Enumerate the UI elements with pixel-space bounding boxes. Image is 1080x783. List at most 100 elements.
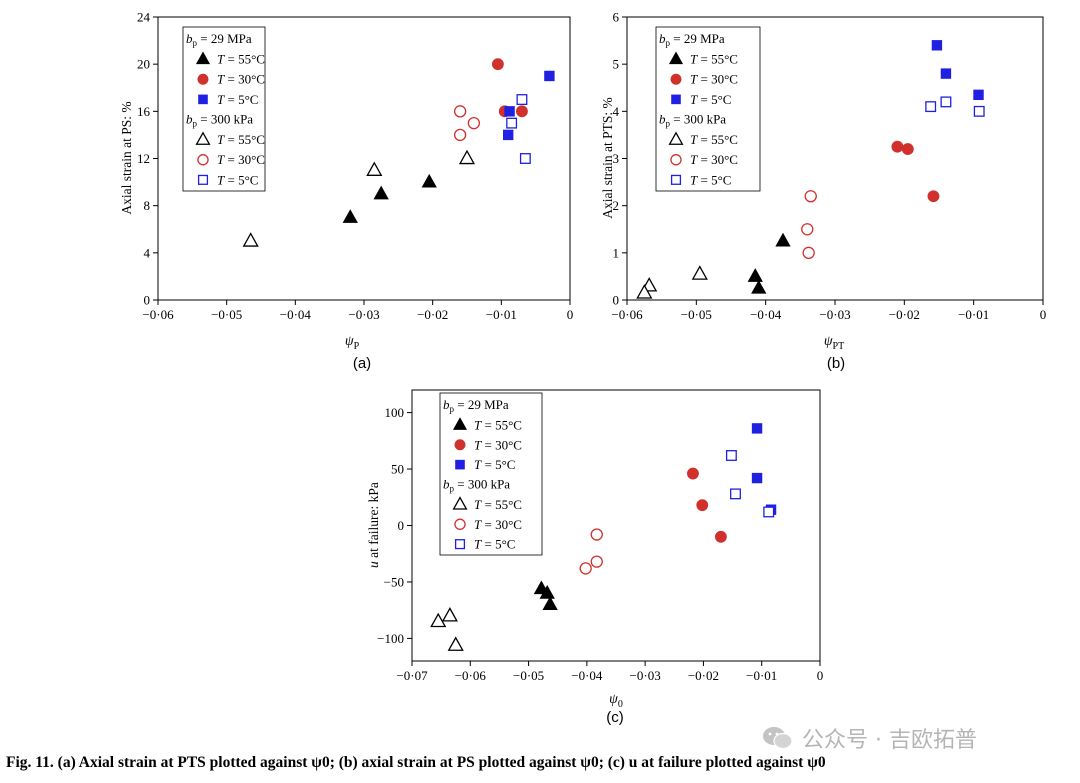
data-point bbox=[687, 467, 699, 480]
y-tick-label: 12 bbox=[137, 151, 150, 166]
legend-group-title: bp = 300 kPa bbox=[186, 111, 253, 128]
legend-marker bbox=[197, 154, 209, 166]
data-point bbox=[940, 68, 952, 79]
x-tick-label: −0·05 bbox=[513, 668, 544, 683]
data-point bbox=[590, 528, 603, 541]
y-tick-label: 24 bbox=[137, 10, 151, 25]
legend-marker bbox=[668, 131, 684, 145]
x-tick-label: −0·02 bbox=[417, 307, 448, 322]
x-tick-label: −0·06 bbox=[455, 668, 487, 683]
y-tick-label: 8 bbox=[144, 198, 151, 213]
data-point bbox=[579, 562, 592, 575]
legend: bp = 29 MPa T = 55°C T = 30°C T = 5°C bp = 3… bbox=[655, 26, 761, 192]
data-point bbox=[901, 143, 914, 155]
y-tick-label: 0 bbox=[398, 518, 405, 533]
legend-entry: T = 5°C bbox=[690, 172, 731, 187]
data-point bbox=[714, 530, 727, 543]
data-point bbox=[519, 153, 531, 164]
y-tick-label: 20 bbox=[137, 57, 150, 72]
x-tick-label: −0·02 bbox=[688, 668, 719, 683]
data-point bbox=[453, 128, 467, 142]
legend-marker bbox=[195, 51, 211, 65]
data-point bbox=[544, 70, 555, 82]
x-tick-label: −0·04 bbox=[750, 307, 782, 322]
watermark-text: 公众号 · 吉欧拓普 bbox=[802, 728, 977, 753]
data-point bbox=[373, 185, 389, 200]
data-point bbox=[491, 58, 504, 71]
data-point bbox=[751, 423, 763, 434]
legend-marker bbox=[671, 94, 681, 105]
x-tick-label: −0·03 bbox=[630, 668, 661, 683]
legend-group-title: bp = 29 MPa bbox=[443, 397, 509, 414]
data-point bbox=[802, 246, 815, 260]
legend-box bbox=[182, 26, 266, 192]
legend-group-title: bp = 29 MPa bbox=[186, 31, 252, 48]
figure-caption: Fig. 11. (a) Axial strain at PTS plotted… bbox=[6, 754, 826, 771]
y-axis-label: Axial strain at PS: % bbox=[119, 101, 134, 214]
y-tick-label: 1 bbox=[613, 245, 620, 260]
data-point bbox=[730, 488, 741, 500]
data-point bbox=[506, 117, 518, 129]
legend-entry: T = 30°C bbox=[217, 72, 265, 87]
data-point bbox=[804, 190, 817, 203]
y-tick-label: 100 bbox=[385, 405, 405, 420]
data-point bbox=[801, 223, 814, 236]
legend-marker bbox=[455, 459, 465, 470]
legend-entry: T = 55°C bbox=[217, 132, 265, 147]
x-tick-label: −0·07 bbox=[396, 668, 428, 683]
x-tick-label: 0 bbox=[567, 307, 574, 322]
legend-entry: T = 5°C bbox=[217, 92, 258, 107]
x-tick-label: −0·05 bbox=[681, 307, 712, 322]
data-point bbox=[539, 584, 555, 599]
data-point bbox=[421, 173, 437, 188]
legend-entry: T = 30°C bbox=[217, 152, 265, 167]
data-point bbox=[973, 105, 985, 117]
y-tick-label: −100 bbox=[377, 631, 404, 646]
x-tick-label: −0·01 bbox=[958, 307, 989, 322]
legend-entry: T = 55°C bbox=[474, 497, 522, 512]
legend-group-title: bp = 300 kPa bbox=[659, 111, 726, 128]
data-point bbox=[430, 612, 447, 628]
y-axis-label: u at failure: kPa bbox=[366, 482, 381, 568]
legend-entry: T = 5°C bbox=[474, 537, 515, 552]
x-axis-label: ψP bbox=[345, 334, 360, 352]
legend-entry: T = 30°C bbox=[474, 517, 522, 532]
legend-entry: T = 5°C bbox=[474, 457, 515, 472]
legend-marker bbox=[195, 131, 211, 145]
y-tick-label: 4 bbox=[144, 245, 151, 260]
data-point bbox=[751, 472, 763, 484]
data-point bbox=[751, 279, 767, 294]
legend-marker bbox=[452, 496, 468, 510]
data-point bbox=[927, 190, 940, 203]
x-tick-label: 0 bbox=[1040, 307, 1047, 322]
legend-marker bbox=[452, 417, 468, 430]
legend-marker bbox=[454, 439, 466, 451]
data-point bbox=[725, 450, 737, 461]
y-tick-label: −50 bbox=[384, 574, 404, 589]
data-point bbox=[636, 284, 653, 299]
legend-marker bbox=[454, 518, 466, 530]
legend-marker bbox=[454, 539, 466, 550]
legend-marker bbox=[670, 174, 682, 185]
x-tick-label: 0 bbox=[817, 668, 824, 683]
y-tick-label: 0 bbox=[613, 293, 620, 308]
legend-marker bbox=[670, 154, 682, 166]
y-tick-label: 50 bbox=[391, 462, 404, 477]
y-tick-label: 4 bbox=[613, 104, 620, 119]
legend-group-title: bp = 300 kPa bbox=[443, 477, 510, 494]
wechat-icon bbox=[763, 727, 793, 750]
chart-panel-3: −0·07 −0·06 −0·05 −0·04 −0·03 −0·02 −0·01 0 −100… bbox=[366, 389, 824, 726]
data-point bbox=[366, 161, 383, 176]
legend-marker bbox=[198, 94, 208, 105]
data-point bbox=[458, 149, 476, 165]
x-tick-label: −0·03 bbox=[819, 307, 850, 322]
panel-label: (c) bbox=[606, 709, 624, 726]
legend-entry: T = 55°C bbox=[217, 52, 265, 67]
legend: bp = 29 MPa T = 55°C T = 30°C T = 5°C bp = 3… bbox=[439, 392, 543, 556]
x-tick-label: −0·01 bbox=[486, 307, 517, 322]
legend-entry: T = 30°C bbox=[690, 72, 738, 87]
data-point bbox=[940, 96, 952, 108]
legend-group-title: bp = 29 MPa bbox=[659, 31, 725, 48]
data-point bbox=[242, 232, 259, 247]
